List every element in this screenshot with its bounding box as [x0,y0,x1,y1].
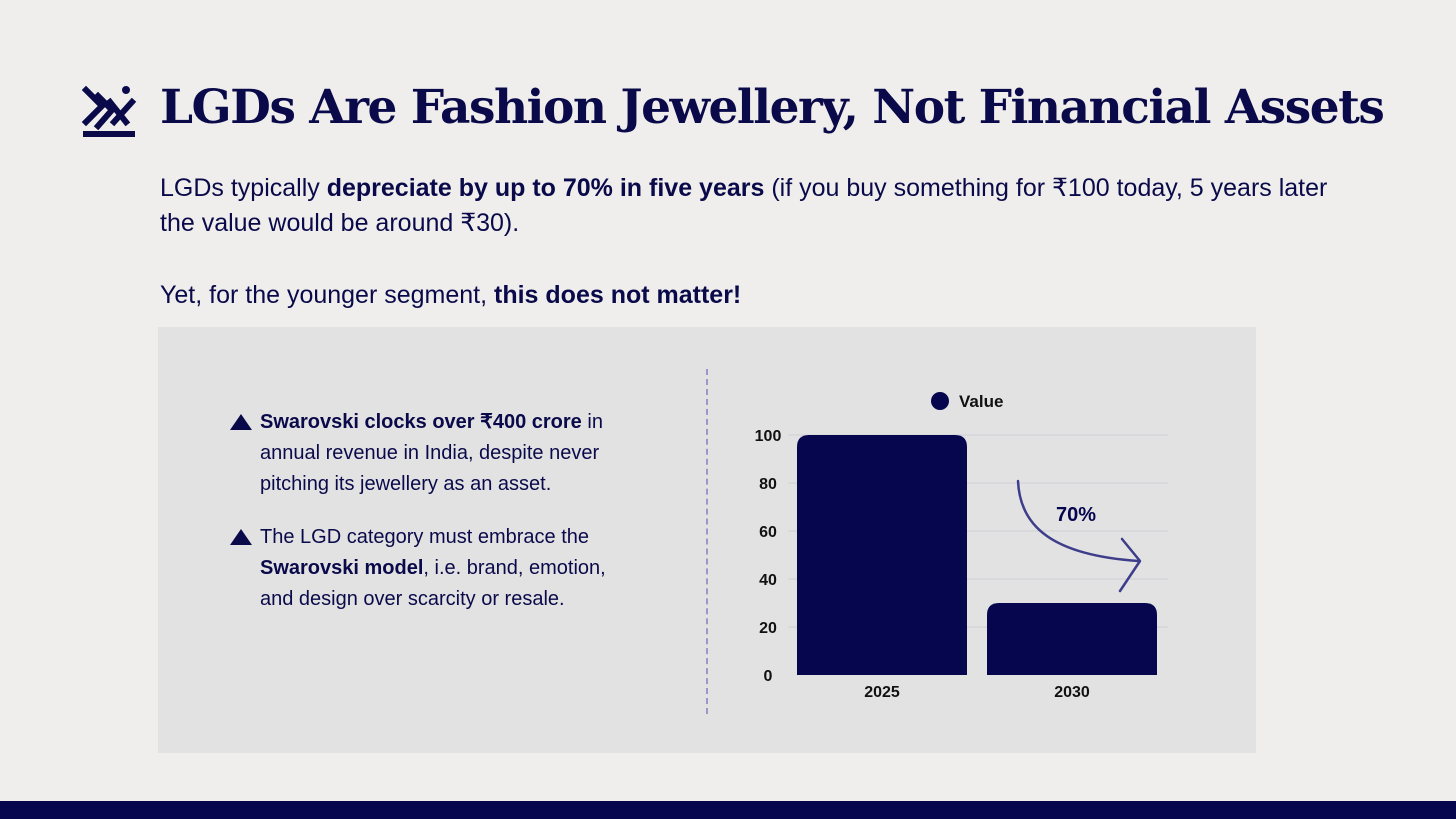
bullet-1-bold: Swarovski clocks over ₹400 crore [260,411,582,433]
bar-chart: 0 20 40 60 80 100 2025 2030 Value 70% [755,392,1168,701]
page-title: LGDs Are Fashion Jewellery, Not Financia… [160,80,1385,135]
triangle-bullet-icon [230,529,252,545]
bullet-item-swarovski-model: The LGD category must embrace the Swarov… [230,522,630,615]
intro-paragraph-2: Yet, for the younger segment, this does … [160,278,741,313]
bullet-2-text: , i.e. brand, emotion, and design over s… [260,557,606,610]
intro2-text: Yet, for the younger segment, [160,281,495,309]
intro2-bold-text: this does not matter! [494,281,742,309]
bar-2030 [987,603,1157,675]
intro-text-2: (if you buy something for ₹100 today, 5 … [160,174,1328,237]
x-tick-label: 2025 [864,684,900,701]
bullet-item-swarovski-revenue: Swarovski clocks over ₹400 crore in annu… [230,407,630,500]
legend-marker [931,392,949,410]
bar-2025 [797,435,967,675]
y-tick-label: 20 [759,620,777,637]
intro-paragraph: LGDs typically depreciate by up to 70% i… [160,171,1360,241]
y-tick-label: 40 [759,572,777,589]
triangle-bullet-icon [230,414,252,430]
bullet-2-bold: Swarovski model [260,557,424,579]
intro-text-1: LGDs typically [160,174,327,202]
y-tick-label: 0 [764,668,773,685]
annotation-label: 70% [1056,504,1096,526]
x-tick-label: 2030 [1054,684,1090,701]
y-tick-label: 100 [755,428,782,445]
bullet-2-pre: The LGD category must embrace the [260,526,590,548]
brand-logo-icon [81,85,137,137]
bullet-1-text: in annual revenue in India, despite neve… [260,411,603,495]
intro-bold-text: depreciate by up to 70% in five years [326,174,765,202]
y-tick-label: 80 [759,476,777,493]
depreciation-arrow [1016,479,1140,563]
y-tick-label: 60 [759,524,777,541]
dashed-divider [706,369,708,714]
arrow-head-icon [1118,537,1142,593]
bullet-list: Swarovski clocks over ₹400 crore in annu… [230,407,630,637]
content-panel: Swarovski clocks over ₹400 crore in annu… [158,327,1256,753]
legend-label: Value [959,392,1003,411]
footer-bar [0,801,1456,819]
